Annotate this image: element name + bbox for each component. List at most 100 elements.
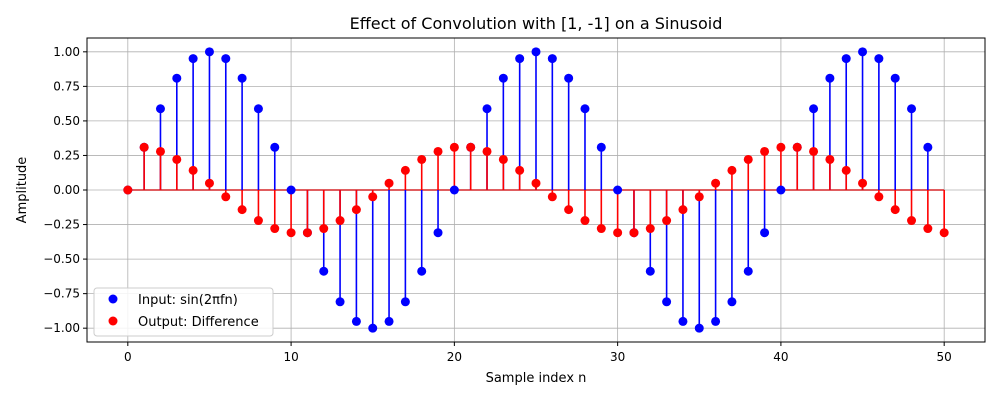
y-tick-label: 0.75	[53, 79, 80, 93]
input-marker	[743, 266, 753, 276]
output-marker	[433, 146, 443, 156]
output-marker	[139, 142, 149, 152]
output-marker	[694, 192, 704, 202]
y-tick-label: −0.75	[43, 287, 80, 301]
input-marker	[923, 142, 933, 152]
output-marker	[400, 165, 410, 175]
output-marker	[384, 178, 394, 188]
y-axis-label: Amplitude	[15, 157, 30, 224]
input-marker	[498, 73, 508, 83]
output-marker	[237, 205, 247, 215]
input-marker	[384, 316, 394, 326]
x-tick-label: 10	[283, 350, 298, 364]
output-marker	[172, 154, 182, 164]
input-marker	[417, 266, 427, 276]
output-marker	[498, 154, 508, 164]
input-marker	[825, 73, 835, 83]
markers-layer	[123, 47, 949, 333]
input-marker	[335, 297, 345, 307]
input-marker	[253, 104, 263, 114]
input-marker	[204, 47, 214, 57]
input-marker	[531, 47, 541, 57]
output-marker	[351, 205, 361, 215]
output-marker	[939, 228, 949, 238]
input-marker	[188, 54, 198, 64]
input-marker	[319, 266, 329, 276]
input-marker	[172, 73, 182, 83]
output-marker	[711, 178, 721, 188]
output-marker	[547, 192, 557, 202]
output-marker	[890, 205, 900, 215]
output-marker	[629, 228, 639, 238]
y-tick-label: −0.50	[43, 252, 80, 266]
input-marker	[547, 54, 557, 64]
legend-box	[93, 287, 274, 337]
input-marker	[678, 316, 688, 326]
output-marker	[188, 165, 198, 175]
output-marker	[531, 178, 541, 188]
output-marker	[270, 224, 280, 234]
output-marker	[825, 154, 835, 164]
output-marker	[613, 228, 623, 238]
legend-label-input: Input: sin(2πfn)	[138, 293, 238, 308]
output-marker	[596, 224, 606, 234]
legend-marker-output	[108, 316, 118, 326]
output-marker	[645, 224, 655, 234]
input-marker	[400, 297, 410, 307]
input-marker	[776, 185, 786, 195]
input-marker	[221, 54, 231, 64]
output-marker	[776, 142, 786, 152]
y-tick-label: 0.50	[53, 114, 80, 128]
ticks-layer: 0 10 20 30 40 50 −1.00 −0.75 −0.50 −0.25 0.00 0.25 0…	[43, 45, 952, 364]
output-marker	[482, 146, 492, 156]
x-tick-label: 30	[610, 350, 625, 364]
x-tick-label: 20	[447, 350, 462, 364]
input-marker	[760, 228, 770, 238]
x-tick-label: 0	[124, 350, 132, 364]
output-marker	[858, 178, 868, 188]
output-marker	[155, 146, 165, 156]
input-marker	[515, 54, 525, 64]
output-marker	[515, 165, 525, 175]
y-tick-label: −0.25	[43, 218, 80, 232]
output-marker	[302, 228, 312, 238]
input-marker	[482, 104, 492, 114]
x-axis-label: Sample index n	[486, 371, 587, 386]
input-marker	[727, 297, 737, 307]
output-marker	[580, 216, 590, 226]
input-marker	[874, 54, 884, 64]
input-marker	[645, 266, 655, 276]
output-marker	[319, 224, 329, 234]
input-marker	[368, 323, 378, 333]
input-marker	[907, 104, 917, 114]
output-marker	[662, 216, 672, 226]
input-marker	[564, 73, 574, 83]
output-marker	[727, 165, 737, 175]
output-marker	[792, 142, 802, 152]
input-marker	[580, 104, 590, 114]
input-marker	[596, 142, 606, 152]
input-marker	[890, 73, 900, 83]
output-marker	[564, 205, 574, 215]
output-marker	[874, 192, 884, 202]
output-marker	[221, 192, 231, 202]
input-marker	[449, 185, 459, 195]
input-marker	[613, 185, 623, 195]
output-marker	[841, 165, 851, 175]
output-marker	[368, 192, 378, 202]
y-tick-label: −1.00	[43, 321, 80, 335]
output-marker	[123, 185, 133, 195]
output-marker	[204, 178, 214, 188]
y-tick-label: 0.00	[53, 183, 80, 197]
output-marker	[286, 228, 296, 238]
output-marker	[907, 216, 917, 226]
input-marker	[270, 142, 280, 152]
output-marker	[335, 216, 345, 226]
input-marker	[351, 316, 361, 326]
input-marker	[433, 228, 443, 238]
output-marker	[809, 146, 819, 156]
output-marker	[466, 142, 476, 152]
input-marker	[858, 47, 868, 57]
input-marker	[809, 104, 819, 114]
x-tick-label: 40	[773, 350, 788, 364]
